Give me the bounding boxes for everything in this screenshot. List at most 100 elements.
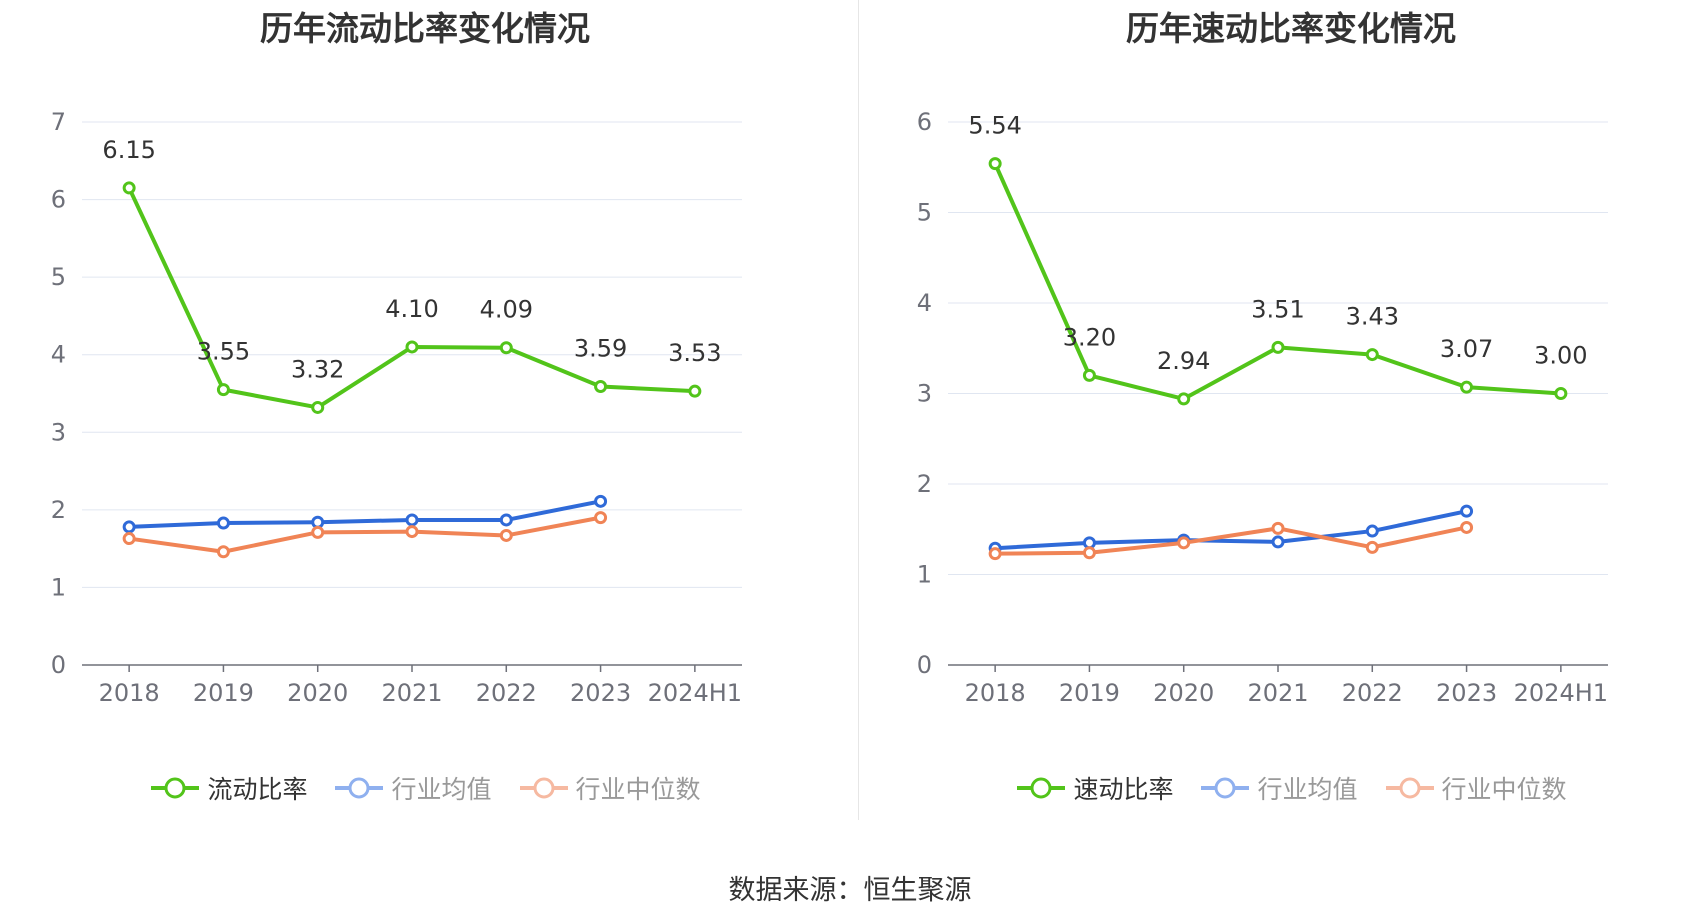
y-tick-label: 3 [51,418,66,446]
y-tick-label: 7 [51,108,66,136]
legend-item[interactable]: 流动比率 [149,770,307,806]
data-label: 3.59 [574,335,627,363]
data-source-note: 数据来源：恒生聚源 [728,875,972,906]
legend-label: 行业中位数 [1441,775,1567,804]
x-tick-label: 2019 [193,679,254,707]
y-tick-label: 4 [917,289,932,317]
x-tick-label: 2018 [99,679,160,707]
data-label: 3.32 [291,355,344,383]
data-label: 2.94 [1157,347,1210,375]
y-tick-label: 0 [51,651,66,679]
data-point [1177,392,1191,406]
panel-divider [858,0,859,820]
legend-item[interactable]: 行业中位数 [518,770,701,806]
data-point [594,511,608,525]
x-tick-label: 2021 [381,679,442,707]
data-point [122,520,136,534]
data-point [405,525,419,539]
data-point [1365,348,1379,362]
data-label: 3.53 [668,339,721,367]
data-label: 3.55 [197,338,250,366]
legend-line-circle-icon [1017,777,1066,799]
chart-title: 历年流动比率变化情况 [260,9,590,48]
x-tick-label: 2020 [1153,679,1214,707]
data-point [216,545,230,559]
x-tick-label: 2021 [1247,679,1308,707]
data-label: 3.51 [1251,295,1304,323]
data-label: 5.54 [968,112,1021,140]
y-tick-label: 3 [917,380,932,408]
legend-line-circle-icon [519,777,568,799]
y-tick-label: 6 [917,108,932,136]
y-tick-label: 4 [51,341,66,369]
legend-item[interactable]: 行业均值 [333,770,492,806]
data-point [1460,520,1474,534]
data-point [1365,524,1379,538]
data-label: 4.09 [480,296,533,324]
data-point [688,384,702,398]
data-point [122,532,136,546]
x-tick-label: 2023 [570,679,631,707]
data-label: 3.43 [1346,303,1399,331]
current-ratio-panel: 历年流动比率变化情况 0 1 2 3 4 5 6 7 2018 2019 2020 2021 2022 2… [0,0,850,830]
data-point [1365,540,1379,554]
legend-line-circle-icon [335,777,384,799]
data-point [1554,387,1568,400]
y-tick-label: 0 [917,651,932,679]
data-point [311,525,325,539]
series-line [129,499,601,529]
series-line [993,162,1561,401]
legend-item[interactable]: 行业中位数 [1384,770,1567,806]
data-point [405,340,419,354]
x-tick-label: 2023 [1436,679,1497,707]
legend-item[interactable]: 行业均值 [1199,770,1358,806]
legend-label: 流动比率 [207,775,308,804]
y-tick-label: 5 [51,263,66,291]
series-line [128,515,601,554]
data-label: 4.10 [385,295,438,323]
data-point [1460,504,1474,518]
x-tick-label: 2018 [965,679,1026,707]
data-point [988,157,1002,171]
data-point [988,547,1002,561]
legend-label: 速动比率 [1073,775,1174,804]
data-point [1271,521,1285,535]
x-tick-label: 2024H1 [1514,679,1608,707]
data-point [216,516,230,530]
data-point [499,513,513,527]
series-line [995,525,1467,556]
data-point [311,400,325,414]
data-point [499,528,513,542]
data-point [499,341,513,355]
y-tick-label: 2 [51,496,66,524]
x-tick-label: 2024H1 [648,679,742,707]
x-tick-label: 2022 [476,679,537,707]
data-point [1271,535,1285,549]
data-point [594,494,608,508]
data-point [122,181,136,195]
legend-item[interactable]: 速动比率 [1015,770,1173,806]
legend-line-circle-icon [151,777,200,799]
data-point [594,380,608,394]
legend-label: 行业均值 [391,775,492,804]
y-tick-label: 6 [51,186,66,214]
data-point [1271,340,1285,354]
data-point [405,513,419,527]
legend-label: 行业中位数 [575,775,701,804]
chart-title: 历年速动比率变化情况 [1126,9,1456,48]
data-point [216,383,230,397]
data-label: 3.07 [1440,335,1493,363]
series-line [995,509,1467,551]
y-tick-label: 2 [917,470,932,498]
quick-ratio-chart: 0 1 2 3 4 5 6 2018 2019 2020 2021 2022 2023 2024H1 5.5… [917,108,1608,707]
data-point [311,515,325,529]
legend-line-circle-icon [1201,777,1250,799]
data-point [1082,546,1096,560]
data-label: 3.00 [1534,342,1587,370]
legend: 流动比率 行业均值 行业中位数 [0,770,850,806]
data-label: 3.20 [1063,323,1116,351]
y-tick-label: 5 [917,199,932,227]
data-point [1177,536,1191,550]
legend: 速动比率 行业均值 行业中位数 [866,770,1700,806]
x-tick-label: 2020 [287,679,348,707]
